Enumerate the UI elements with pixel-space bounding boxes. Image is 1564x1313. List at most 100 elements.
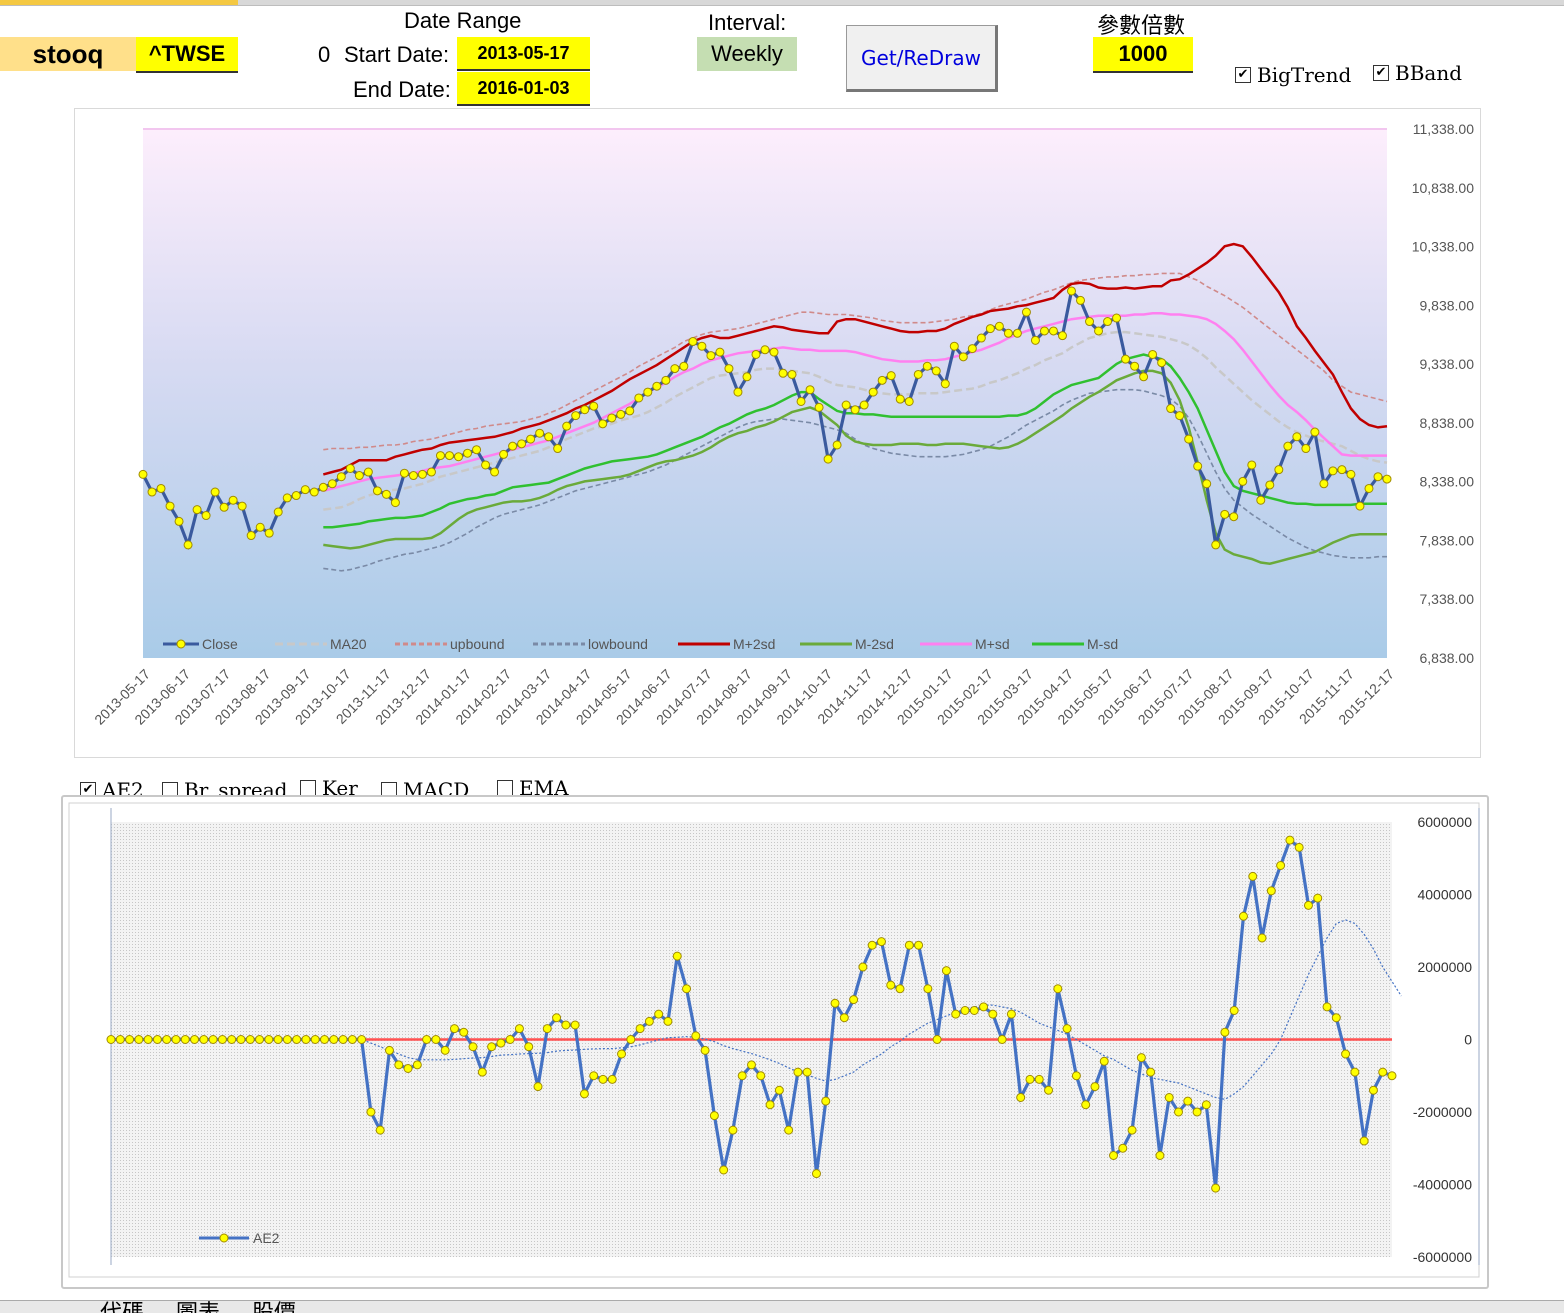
ae2-point (811, 1169, 821, 1179)
legend-label: lowbound (588, 636, 648, 652)
ae2-point (1183, 1096, 1193, 1106)
close-point (499, 449, 509, 459)
m-plus-2sd-series (322, 242, 1388, 476)
close-point (724, 364, 734, 374)
close-point (1112, 313, 1122, 323)
ae2-point (171, 1035, 181, 1044)
ae2-point (654, 1009, 664, 1019)
close-point (607, 413, 617, 423)
y-tick-label: 9,838.00 (1420, 297, 1475, 313)
close-point (1030, 335, 1040, 345)
close-point (1238, 476, 1248, 486)
close-point (1103, 317, 1113, 327)
ae2-point (505, 1035, 515, 1044)
symbol-cell[interactable]: ^TWSE (136, 37, 238, 73)
ae2-point (514, 1024, 524, 1034)
y-tick-label: 6,838.00 (1420, 650, 1475, 666)
ae2-point (459, 1027, 469, 1037)
close-point (1283, 441, 1293, 451)
close-point (1328, 466, 1338, 476)
counter-value: 0 (318, 42, 331, 67)
sheet-tab[interactable]: 股價 (252, 1300, 297, 1313)
ae2-point (264, 1035, 274, 1044)
checkbox-empty-icon (497, 780, 513, 796)
close-point (670, 364, 680, 374)
ae2-point (449, 1024, 459, 1034)
ae2-point (765, 1100, 775, 1110)
ae2-point (1118, 1143, 1128, 1153)
close-point (769, 347, 779, 357)
ae2-point (1220, 1027, 1230, 1037)
close-point (517, 439, 527, 449)
close-point (1265, 480, 1275, 490)
ae2-point (1127, 1125, 1137, 1135)
price-chart-frame[interactable]: 11,338.00 10,838.00 10,338.00 9,838.00 9,338… (74, 108, 1481, 758)
close-point (931, 366, 941, 376)
close-point (823, 454, 833, 464)
ae2-point (357, 1035, 367, 1044)
close-point (309, 487, 319, 497)
sheet-tab-bar: 代碼 圖表 股價 (0, 1300, 1564, 1313)
close-point (390, 498, 400, 508)
ae2-point (375, 1125, 385, 1135)
close-point (661, 375, 671, 385)
end-date-cell[interactable]: 2016-01-03 (457, 72, 590, 106)
ae2-point (700, 1045, 710, 1055)
close-point (1139, 372, 1149, 382)
legend-label: M+2sd (733, 636, 775, 652)
ae2-point (431, 1035, 441, 1044)
bigtrend-label: BigTrend (1257, 63, 1352, 87)
legend-marker (219, 1233, 229, 1243)
bigtrend-checkbox[interactable]: ✔ BigTrend (1235, 63, 1351, 87)
close-point (1076, 295, 1086, 305)
ae2-point (979, 1002, 989, 1012)
close-point (1346, 469, 1356, 479)
ae2-point (988, 1009, 998, 1019)
y-tick-label: -6000000 (1413, 1249, 1472, 1265)
indicator-chart-frame[interactable]: 6000000 4000000 2000000 0 -2000000 -4000000 -6… (61, 795, 1489, 1289)
y-tick-label: 8,838.00 (1420, 415, 1475, 431)
sheet-tab-active[interactable]: 圖表 (176, 1300, 221, 1313)
close-point (562, 421, 572, 431)
ae2-point (607, 1074, 617, 1084)
get-redraw-button[interactable]: Get/ReDraw (846, 25, 998, 92)
close-point (300, 485, 310, 495)
ae2-point (598, 1074, 608, 1084)
close-point (598, 419, 608, 429)
ae2-point (1294, 842, 1304, 852)
end-date-label: End Date: (353, 77, 451, 102)
y-tick-label: 0 (1464, 1032, 1472, 1048)
bband-checkbox[interactable]: ✔ BBand (1373, 61, 1462, 85)
close-point (535, 428, 545, 438)
ae2-point (691, 1031, 701, 1041)
ae2-point (830, 998, 840, 1008)
multiplier-cell[interactable]: 1000 (1093, 37, 1193, 73)
close-point (345, 464, 355, 474)
close-point (1193, 461, 1203, 471)
close-point (805, 385, 815, 395)
ae2-point (1099, 1056, 1109, 1066)
interval-select[interactable]: Weekly (697, 37, 797, 71)
ae2-point (1164, 1093, 1174, 1102)
data-source-cell[interactable]: stooq (0, 37, 136, 71)
ae2-point (347, 1035, 357, 1044)
ae2-point (282, 1035, 292, 1044)
close-point (1175, 411, 1185, 421)
ae2-point (1201, 1100, 1211, 1110)
ae2-point (1006, 1009, 1016, 1019)
date-range-label: Date Range (404, 8, 522, 33)
plot-area (143, 129, 1387, 658)
ae2-point (292, 1035, 302, 1044)
sheet-tab[interactable]: 代碼 (100, 1300, 145, 1313)
ae2-point (709, 1111, 719, 1121)
start-date-cell[interactable]: 2013-05-17 (457, 37, 590, 71)
y-tick-label: 7,338.00 (1420, 591, 1475, 607)
y-tick-label: -2000000 (1413, 1104, 1472, 1120)
ae2-point (1285, 835, 1295, 845)
ae2-point (496, 1038, 506, 1048)
close-point (796, 396, 806, 406)
close-point (192, 505, 202, 515)
y-tick-label: 10,838.00 (1412, 180, 1474, 196)
ae2-point (208, 1035, 218, 1044)
close-point (1021, 307, 1031, 317)
